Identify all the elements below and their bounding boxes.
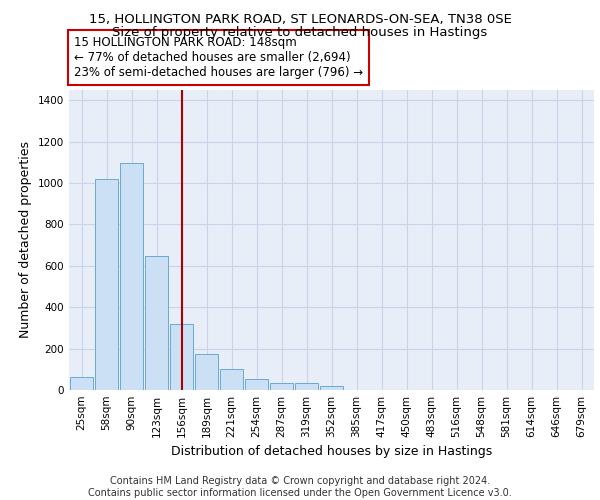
Text: Size of property relative to detached houses in Hastings: Size of property relative to detached ho… bbox=[112, 26, 488, 39]
Bar bbox=[95, 179, 118, 390]
Bar bbox=[269, 383, 293, 390]
Bar bbox=[295, 383, 319, 390]
X-axis label: Distribution of detached houses by size in Hastings: Distribution of detached houses by size … bbox=[171, 446, 492, 458]
Bar bbox=[320, 386, 343, 390]
Text: 15 HOLLINGTON PARK ROAD: 148sqm
← 77% of detached houses are smaller (2,694)
23%: 15 HOLLINGTON PARK ROAD: 148sqm ← 77% of… bbox=[74, 36, 364, 79]
Text: 15, HOLLINGTON PARK ROAD, ST LEONARDS-ON-SEA, TN38 0SE: 15, HOLLINGTON PARK ROAD, ST LEONARDS-ON… bbox=[89, 12, 511, 26]
Bar bbox=[145, 256, 169, 390]
Bar bbox=[170, 324, 193, 390]
Y-axis label: Number of detached properties: Number of detached properties bbox=[19, 142, 32, 338]
Bar bbox=[70, 376, 94, 390]
Bar bbox=[220, 370, 244, 390]
Bar bbox=[119, 164, 143, 390]
Text: Contains HM Land Registry data © Crown copyright and database right 2024.
Contai: Contains HM Land Registry data © Crown c… bbox=[88, 476, 512, 498]
Bar bbox=[245, 378, 268, 390]
Bar bbox=[194, 354, 218, 390]
